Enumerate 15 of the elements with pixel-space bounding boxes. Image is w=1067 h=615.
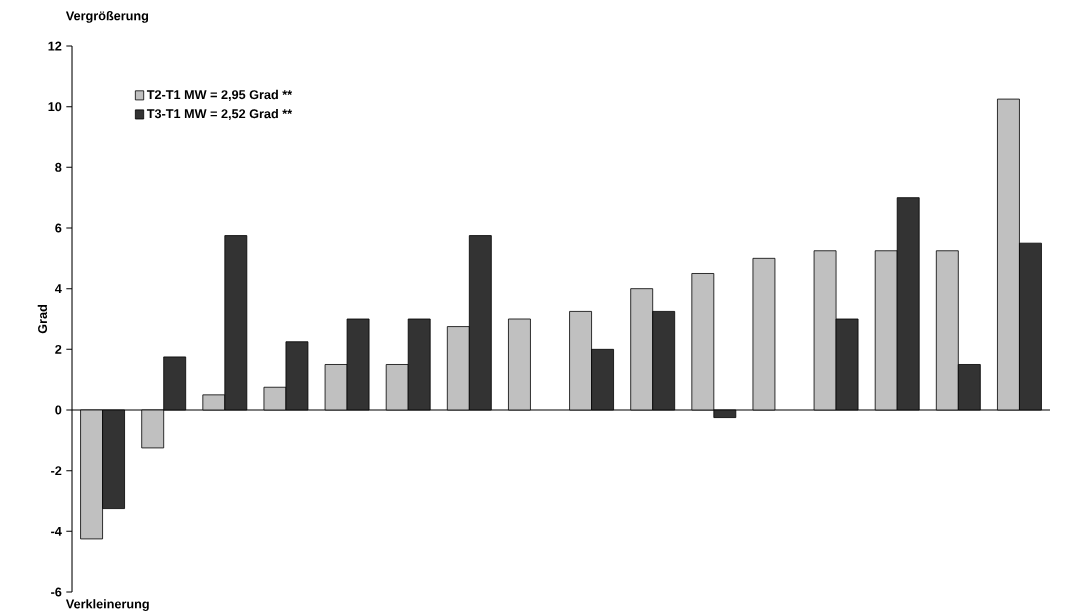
y-axis-title: Grad	[37, 304, 48, 334]
y-tick-label: 0	[55, 405, 62, 415]
y-tick-label: -6	[51, 587, 62, 597]
legend-label: T2-T1 MW = 2,95 Grad **	[146, 89, 293, 101]
y-tick-label: 10	[48, 102, 62, 112]
y-tick-label: 2	[55, 344, 62, 354]
legend-label: T3-T1 MW = 2,52 Grad **	[146, 108, 293, 120]
y-tick-label: -4	[51, 526, 62, 536]
y-tick-label: 12	[48, 41, 62, 51]
y-tick-label: 4	[54, 284, 62, 293]
text: Vergrößerung	[65, 10, 149, 23]
text: Verkleinerung	[65, 599, 149, 611]
y-tick-label: 6	[55, 223, 62, 233]
y-tick-label: -2	[51, 466, 62, 475]
y-tick-label: 8	[55, 162, 62, 172]
